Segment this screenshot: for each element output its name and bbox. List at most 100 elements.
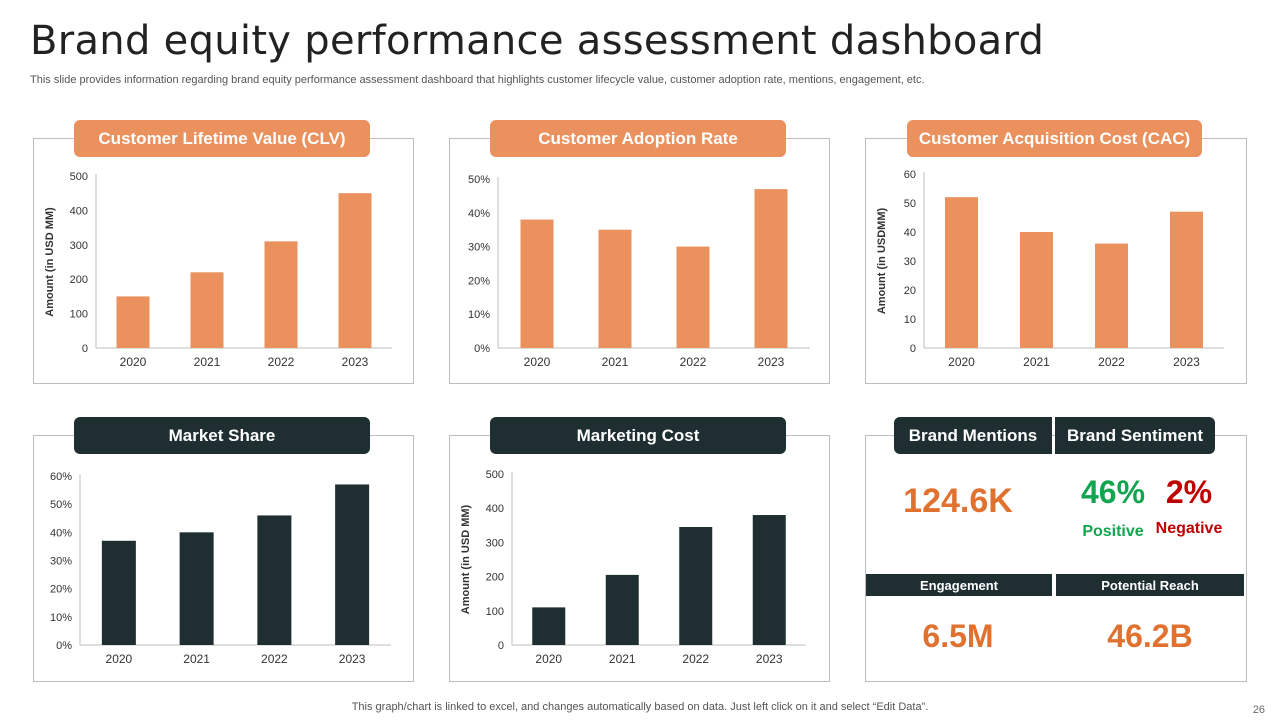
page-subtitle: This slide provides information regardin… — [30, 74, 925, 86]
y-tick-label: 50% — [50, 499, 72, 511]
clv-chart: 0 100 200 300 400 500 2020 2021 2022 2023 Amount (… — [44, 171, 392, 369]
positive-sentiment-value: 46% — [1080, 474, 1146, 510]
x-tick-label: 2023 — [756, 652, 783, 666]
bar-2021 — [1020, 232, 1053, 348]
adoption-chart: 0% 10% 20% 30% 40% 50% 2020 2021 2022 2023 — [468, 174, 810, 369]
y-tick-label: 400 — [486, 503, 504, 515]
x-tick-label: 2021 — [609, 652, 636, 666]
y-tick-label: 60% — [50, 471, 72, 483]
y-tick-label: 0 — [910, 343, 916, 355]
cac-chart: 0 10 20 30 40 50 60 2020 2021 2022 2023 Amount (in … — [876, 169, 1224, 369]
page-title: Brand equity performance assessment dash… — [30, 18, 1045, 64]
market-share-chart: 0% 10% 20% 30% 40% 50% 60% 2020 2021 2022 2023 — [50, 471, 391, 666]
bar-2020 — [101, 540, 136, 645]
bar-2023 — [335, 484, 370, 645]
marketing-cost-chart-title: Marketing Cost — [490, 417, 786, 454]
x-tick-label: 2021 — [183, 652, 210, 666]
y-tick-label: 100 — [486, 606, 504, 618]
bar-2020 — [520, 219, 554, 348]
market-share-chart-panel: 0% 10% 20% 30% 40% 50% 60% 2020 2021 2022 2023 — [33, 435, 414, 682]
brand-mentions-value: 124.6K — [903, 482, 1013, 520]
y-tick-label: 200 — [486, 572, 504, 584]
engagement-header: Engagement — [866, 574, 1052, 596]
bar-2023 — [1170, 211, 1203, 348]
bar-2020 — [532, 607, 566, 645]
y-tick-label: 20 — [904, 285, 916, 297]
x-tick-label: 2022 — [682, 652, 709, 666]
bar-2023 — [754, 189, 788, 348]
x-tick-label: 2020 — [106, 652, 133, 666]
y-tick-label: 0% — [474, 343, 490, 355]
y-tick-label: 40% — [50, 527, 72, 539]
y-tick-label: 300 — [486, 537, 504, 549]
potential-reach-value: 46.2B — [1107, 618, 1193, 654]
y-tick-label: 30 — [904, 256, 916, 268]
brand-mentions-header: Brand Mentions — [894, 417, 1052, 454]
bar-2020 — [945, 197, 978, 348]
bar-2021 — [190, 272, 224, 348]
footer-note: This graph/chart is linked to excel, and… — [351, 701, 929, 713]
y-axis-title: Amount (in USD MM) — [460, 504, 472, 614]
y-tick-label: 10% — [50, 612, 72, 624]
x-tick-label: 2022 — [268, 355, 295, 369]
x-tick-label: 2023 — [1173, 355, 1200, 369]
clv-chart-title: Customer Lifetime Value (CLV) — [74, 120, 370, 157]
marketing-cost-chart: 0 100 200 300 400 500 2020 2021 2022 2023 Amount (… — [460, 469, 806, 666]
cac-chart-title: Customer Acquisition Cost (CAC) — [907, 120, 1202, 157]
y-tick-label: 10 — [904, 314, 916, 326]
adoption-chart-panel: 0% 10% 20% 30% 40% 50% 2020 2021 2022 2023 — [449, 138, 830, 384]
bar-2023 — [338, 193, 372, 348]
y-tick-label: 100 — [70, 309, 88, 321]
x-tick-label: 2021 — [1023, 355, 1050, 369]
x-tick-label: 2020 — [120, 355, 147, 369]
y-tick-label: 50 — [904, 198, 916, 210]
y-tick-label: 400 — [70, 205, 88, 217]
bar-2022 — [679, 527, 713, 645]
bar-2022 — [257, 515, 292, 645]
bar-2023 — [752, 515, 786, 645]
y-axis-title: Amount (in USD MM) — [44, 207, 56, 317]
y-tick-label: 40% — [468, 208, 490, 220]
y-tick-label: 200 — [70, 274, 88, 286]
clv-chart-panel: 0 100 200 300 400 500 2020 2021 2022 2023 Amount (… — [33, 138, 414, 384]
y-tick-label: 300 — [70, 240, 88, 252]
y-tick-label: 30% — [468, 242, 490, 254]
x-tick-label: 2021 — [194, 355, 221, 369]
cac-chart-panel: 0 10 20 30 40 50 60 2020 2021 2022 2023 Amount (in … — [865, 138, 1247, 384]
marketing-cost-chart-panel: 0 100 200 300 400 500 2020 2021 2022 2023 Amount (… — [449, 435, 830, 682]
y-axis-title: Amount (in USDMM) — [876, 208, 888, 315]
x-tick-label: 2020 — [535, 652, 562, 666]
bar-2020 — [116, 296, 150, 348]
positive-sentiment-label: Positive — [1082, 523, 1144, 540]
y-tick-label: 0 — [82, 343, 88, 355]
bar-2021 — [598, 229, 632, 348]
x-tick-label: 2022 — [261, 652, 288, 666]
x-tick-label: 2023 — [342, 355, 369, 369]
x-tick-label: 2022 — [1098, 355, 1125, 369]
bar-2022 — [1095, 243, 1128, 348]
potential-reach-header: Potential Reach — [1056, 574, 1244, 596]
x-tick-label: 2020 — [524, 355, 551, 369]
brand-sentiment-header: Brand Sentiment — [1055, 417, 1215, 454]
x-tick-label: 2020 — [948, 355, 975, 369]
x-tick-label: 2023 — [758, 355, 785, 369]
bar-2022 — [264, 241, 298, 348]
page-number: 26 — [1252, 704, 1265, 716]
bar-2021 — [179, 532, 214, 645]
y-tick-label: 0 — [498, 640, 504, 652]
y-tick-label: 0% — [56, 640, 72, 652]
y-tick-label: 10% — [468, 309, 490, 321]
negative-sentiment-label: Negative — [1155, 520, 1223, 537]
x-tick-label: 2023 — [339, 652, 366, 666]
bar-2021 — [605, 574, 639, 645]
adoption-chart-title: Customer Adoption Rate — [490, 120, 786, 157]
y-tick-label: 500 — [486, 469, 504, 481]
bar-2022 — [676, 246, 710, 348]
engagement-value: 6.5M — [922, 618, 994, 654]
market-share-chart-title: Market Share — [74, 417, 370, 454]
y-tick-label: 20% — [468, 275, 490, 287]
y-tick-label: 500 — [70, 171, 88, 183]
x-tick-label: 2021 — [602, 355, 629, 369]
negative-sentiment-value: 2% — [1165, 474, 1213, 510]
y-tick-label: 30% — [50, 556, 72, 568]
